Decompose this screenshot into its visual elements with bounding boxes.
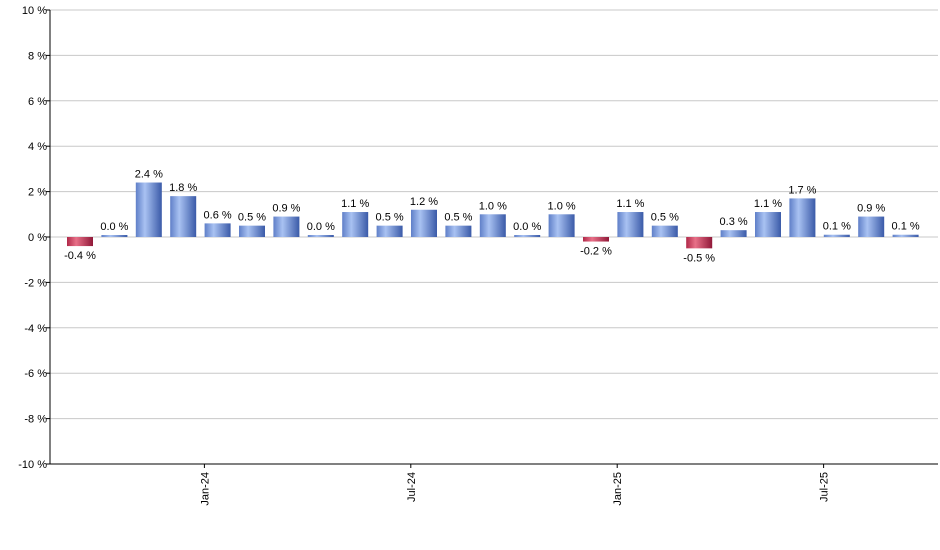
bar bbox=[273, 216, 300, 237]
data-label: 1.8 % bbox=[169, 182, 197, 194]
data-label: -0.4 % bbox=[64, 250, 96, 262]
bar bbox=[548, 214, 575, 237]
data-label: -0.2 % bbox=[580, 246, 612, 258]
y-tick-label: 4 % bbox=[28, 141, 47, 153]
data-label: 1.1 % bbox=[616, 198, 644, 210]
bar bbox=[686, 237, 713, 249]
bar bbox=[583, 237, 609, 242]
y-tick-label: -4 % bbox=[24, 323, 47, 335]
data-label: 0.5 % bbox=[238, 212, 266, 224]
bars bbox=[67, 182, 919, 249]
bar bbox=[376, 225, 403, 237]
bar bbox=[720, 230, 747, 237]
y-axis-ticks: 10 % 8 % 6 % 4 % 2 % 0 % -2 % -4 % -6 % -8 % -10 % bbox=[18, 5, 50, 471]
data-label: 1.0 % bbox=[479, 200, 507, 212]
y-tick-label: 2 % bbox=[28, 187, 47, 199]
bar bbox=[67, 237, 93, 247]
bar bbox=[617, 212, 644, 237]
bar bbox=[892, 234, 919, 237]
bar bbox=[858, 216, 885, 237]
y-tick-label: 8 % bbox=[28, 50, 47, 62]
x-tick-label: Jul-25 bbox=[819, 472, 831, 502]
x-tick-label: Jan-25 bbox=[612, 472, 624, 506]
bar bbox=[101, 235, 128, 237]
data-label: 0.6 % bbox=[204, 209, 232, 221]
bar bbox=[170, 196, 197, 237]
y-tick-label: -6 % bbox=[24, 368, 47, 380]
data-label: 1.2 % bbox=[410, 196, 438, 208]
y-tick-label: -10 % bbox=[18, 459, 47, 471]
data-label: 0.5 % bbox=[651, 212, 679, 224]
data-label: -0.5 % bbox=[683, 252, 715, 264]
bar bbox=[445, 225, 472, 237]
x-tick-label: Jan-24 bbox=[199, 472, 211, 506]
data-label: 1.1 % bbox=[341, 198, 369, 210]
data-labels: -0.4 % 0.0 % 2.4 % 1.8 % 0.6 % 0.5 % 0.9 % 0.0 … bbox=[64, 169, 920, 265]
y-tick-label: -2 % bbox=[24, 277, 47, 289]
data-label: 0.9 % bbox=[857, 203, 885, 215]
data-label: 0.0 % bbox=[307, 221, 335, 233]
data-label: 0.5 % bbox=[444, 212, 472, 224]
bar bbox=[204, 223, 231, 237]
bar bbox=[479, 214, 506, 237]
data-label: 0.3 % bbox=[720, 216, 748, 228]
bar bbox=[239, 225, 265, 237]
bar bbox=[823, 234, 850, 237]
y-tick-label: 0 % bbox=[28, 232, 47, 244]
bar bbox=[755, 212, 781, 237]
bar bbox=[651, 225, 678, 237]
data-label: 0.9 % bbox=[272, 203, 300, 215]
y-tick-label: 10 % bbox=[22, 5, 47, 17]
data-label: 0.0 % bbox=[100, 221, 128, 233]
data-label: 0.5 % bbox=[376, 212, 404, 224]
data-label: 0.0 % bbox=[513, 221, 541, 233]
bar bbox=[135, 182, 162, 237]
data-label: 1.7 % bbox=[788, 184, 816, 196]
data-label: 0.1 % bbox=[892, 221, 920, 233]
axes bbox=[49, 10, 938, 465]
data-label: 1.1 % bbox=[754, 198, 782, 210]
bar bbox=[514, 235, 541, 237]
data-label: 1.0 % bbox=[548, 200, 576, 212]
data-label: 0.1 % bbox=[823, 221, 851, 233]
bar bbox=[789, 198, 816, 237]
x-axis-ticks: Jan-24 Jul-24 Jan-25 Jul-25 bbox=[199, 464, 831, 506]
y-tick-label: -8 % bbox=[24, 414, 47, 426]
bar bbox=[307, 235, 334, 237]
bar bbox=[411, 209, 437, 237]
bar bbox=[342, 212, 369, 237]
y-tick-label: 6 % bbox=[28, 96, 47, 108]
x-tick-label: Jul-24 bbox=[406, 472, 418, 502]
data-label: 2.4 % bbox=[135, 169, 163, 181]
